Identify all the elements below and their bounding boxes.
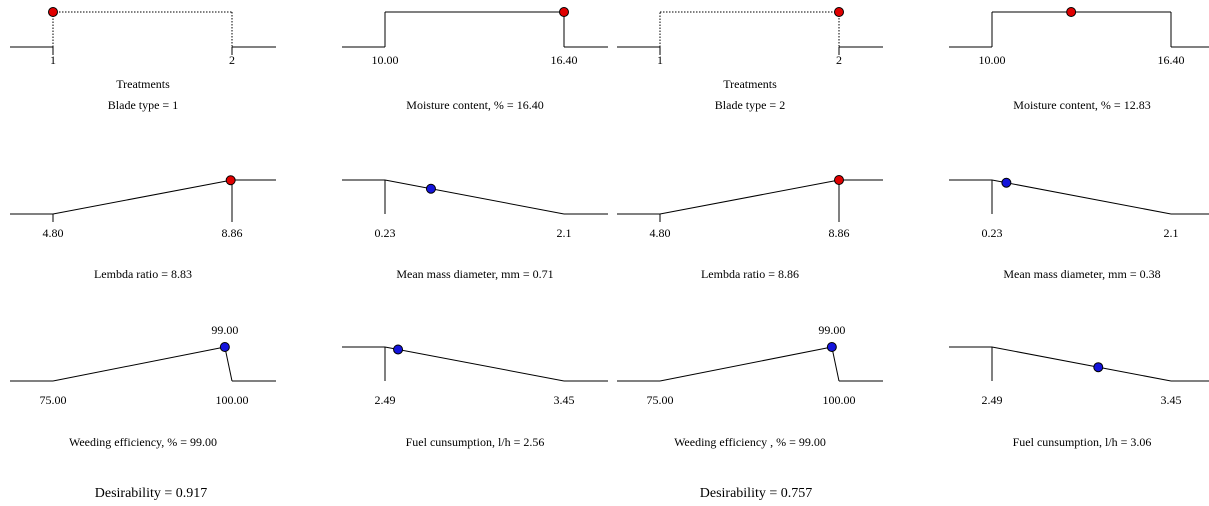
hi-label-p2-r1: 2 bbox=[836, 53, 842, 67]
target-label-p1-r5: 99.00 bbox=[211, 323, 238, 337]
marker-p1-r5 bbox=[219, 342, 230, 352]
lo-label-p1-r3: 4.80 bbox=[43, 226, 64, 240]
lo-label-p1-r6: 2.49 bbox=[375, 393, 396, 407]
lo-label-p2-r3: 4.80 bbox=[650, 226, 671, 240]
lo-label-p2-r6: 2.49 bbox=[982, 393, 1003, 407]
hi-label-p2-r4: 2.1 bbox=[1164, 226, 1179, 240]
ramp-line-p2-r6 bbox=[991, 346, 1172, 382]
marker-p2-r6 bbox=[1093, 362, 1104, 373]
caption-p1-r2: Moisture content, % = 16.40 bbox=[406, 98, 543, 112]
marker-p2-r1 bbox=[834, 7, 844, 17]
ramp-line-p2-r3 bbox=[659, 179, 840, 215]
lo-label-p2-r2: 10.00 bbox=[979, 53, 1006, 67]
ramp-line-p2-r4 bbox=[991, 179, 1172, 215]
caption-p1-r4: Mean mass diameter, mm = 0.71 bbox=[396, 267, 553, 281]
marker-p2-r5 bbox=[826, 342, 837, 352]
ramp-line-p1-r5 bbox=[224, 346, 233, 382]
lo-label-p1-r5: 75.00 bbox=[40, 393, 67, 407]
ramp-line-p1-r3 bbox=[52, 179, 233, 215]
caption-p1-r3: Lembda ratio = 8.83 bbox=[94, 267, 192, 281]
caption-p2-r3: Lembda ratio = 8.86 bbox=[701, 267, 799, 281]
ramp-line-p1-r4 bbox=[384, 179, 565, 215]
caption-p1-r5: Weeding efficiency, % = 99.00 bbox=[69, 435, 217, 449]
caption-p2-r5: Weeding efficiency , % = 99.00 bbox=[674, 435, 826, 449]
caption-p2-r1: Blade type = 2 bbox=[715, 98, 785, 112]
ramp-line-p1-r6 bbox=[384, 346, 565, 382]
ramp-line-p1-r5 bbox=[52, 346, 225, 382]
lo-label-p1-r2: 10.00 bbox=[372, 53, 399, 67]
marker-p2-r2 bbox=[1066, 7, 1077, 17]
marker-p1-r3 bbox=[225, 175, 236, 186]
lo-label-p2-r4: 0.23 bbox=[982, 226, 1003, 240]
marker-p1-r4 bbox=[425, 183, 436, 194]
hi-label-p2-r6: 3.45 bbox=[1161, 393, 1182, 407]
caption-p1-r6: Fuel cunsumption, l/h = 2.56 bbox=[406, 435, 545, 449]
caption-p1-r1: Blade type = 1 bbox=[108, 98, 178, 112]
lo-label-p1-r1: 1 bbox=[50, 53, 56, 67]
hi-label-p1-r4: 2.1 bbox=[557, 226, 572, 240]
marker-p2-r3 bbox=[834, 175, 844, 185]
caption-p2-r4: Mean mass diameter, mm = 0.38 bbox=[1003, 267, 1160, 281]
caption-p2-r2: Moisture content, % = 12.83 bbox=[1013, 98, 1150, 112]
lo-label-p2-r5: 75.00 bbox=[647, 393, 674, 407]
marker-p2-r4 bbox=[1001, 177, 1012, 188]
marker-p1-r2 bbox=[559, 7, 569, 17]
ramp-line-p2-r5 bbox=[659, 346, 832, 382]
hi-label-p1-r5: 100.00 bbox=[216, 393, 249, 407]
hi-label-p1-r3: 8.86 bbox=[222, 226, 243, 240]
desirability-2: Desirability = 0.757 bbox=[700, 486, 813, 501]
lo-label-p1-r4: 0.23 bbox=[375, 226, 396, 240]
marker-p1-r6 bbox=[393, 344, 404, 355]
marker-p1-r1 bbox=[48, 7, 58, 17]
target-label-p2-r5: 99.00 bbox=[818, 323, 845, 337]
hi-label-p2-r2: 16.40 bbox=[1158, 53, 1185, 67]
ramp-line-p2-r5 bbox=[831, 346, 840, 382]
hi-label-p2-r5: 100.00 bbox=[823, 393, 856, 407]
desirability-1: Desirability = 0.917 bbox=[95, 486, 208, 501]
hi-label-p2-r3: 8.86 bbox=[829, 226, 850, 240]
hi-label-p1-r2: 16.40 bbox=[551, 53, 578, 67]
hi-label-p1-r6: 3.45 bbox=[554, 393, 575, 407]
lo-label-p2-r1: 1 bbox=[657, 53, 663, 67]
hi-label-p1-r1: 2 bbox=[229, 53, 235, 67]
axis-title-p2-r1: Treatments bbox=[723, 77, 777, 91]
caption-p2-r6: Fuel cunsumption, l/h = 3.06 bbox=[1013, 435, 1152, 449]
axis-title-p1-r1: Treatments bbox=[116, 77, 170, 91]
